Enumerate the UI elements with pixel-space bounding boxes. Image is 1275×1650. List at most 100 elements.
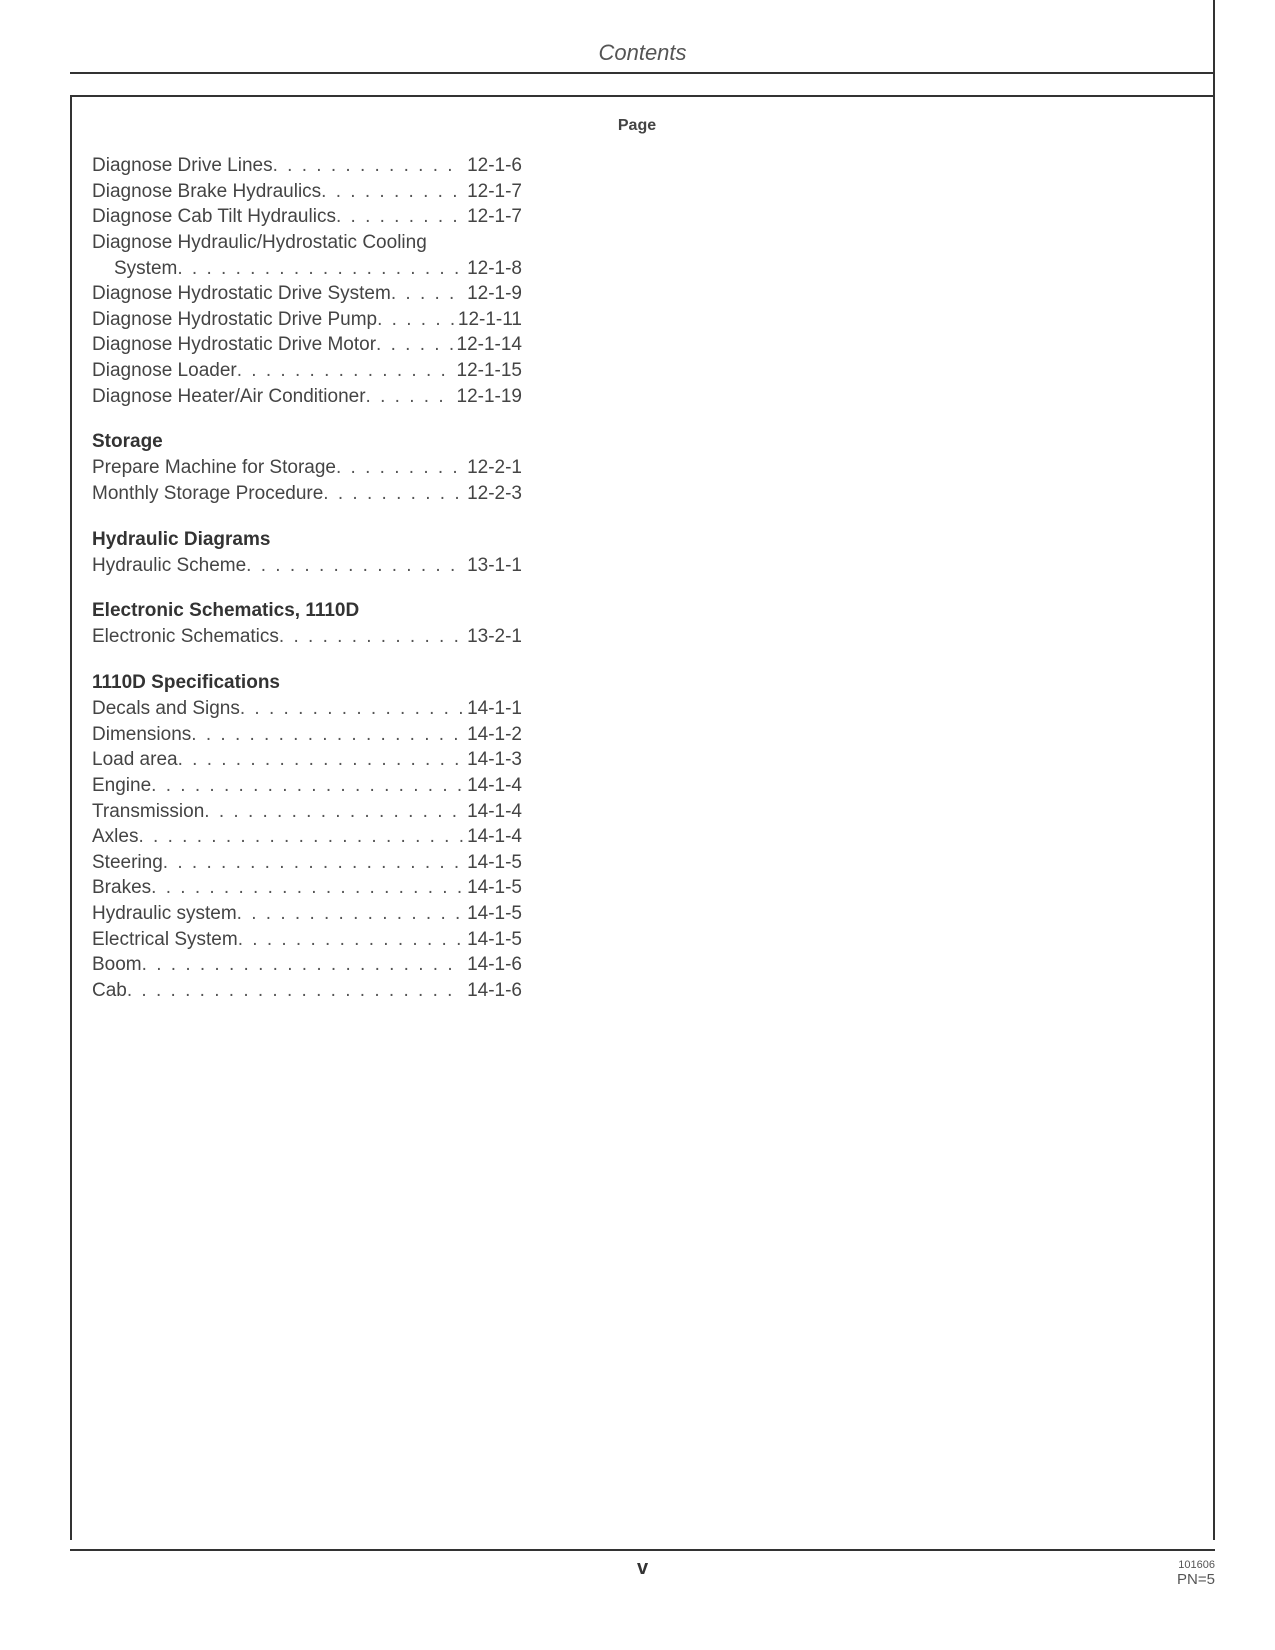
toc-entry-page: 12-2-3	[463, 481, 522, 507]
toc-entry: Diagnose Loader12-1-15	[92, 358, 522, 384]
toc-entry-title: Hydraulic Scheme	[92, 553, 246, 579]
toc-entry-page: 14-1-4	[463, 824, 522, 850]
toc-entry: Prepare Machine for Storage12-2-1	[92, 455, 522, 481]
toc-entry-title: System	[114, 256, 177, 282]
toc-leader-dots	[177, 256, 463, 282]
toc-entry: Transmission 14-1-4	[92, 799, 522, 825]
toc-entry: Electrical System14-1-5	[92, 927, 522, 953]
toc-entry-title: Dimensions	[92, 722, 191, 748]
toc-entry-title: Axles	[92, 824, 138, 850]
toc-leader-dots	[240, 696, 463, 722]
toc-entry-title: Diagnose Heater/Air Conditioner	[92, 384, 366, 410]
footer-roman-numeral: v	[70, 1557, 1215, 1580]
toc-entry-title: Diagnose Brake Hydraulics	[92, 179, 321, 205]
column-header-page: Page	[427, 117, 847, 135]
toc-entry: Boom 14-1-6	[92, 952, 522, 978]
toc-entry-page: 12-1-14	[453, 332, 523, 358]
toc-entry: Monthly Storage Procedure 12-2-3	[92, 481, 522, 507]
toc-leader-dots	[237, 358, 453, 384]
toc-leader-dots	[336, 204, 463, 230]
section-heading: Storage	[92, 431, 522, 453]
toc-leader-dots	[191, 722, 463, 748]
toc-entry-page: 12-1-19	[453, 384, 523, 410]
toc-entry: Engine14-1-4	[92, 773, 522, 799]
toc-entry: Cab14-1-6	[92, 978, 522, 1004]
content-frame: Page Diagnose Drive Lines12-1-6Diagnose …	[70, 95, 1215, 1540]
toc-entry: Diagnose Hydrostatic Drive Pump 12-1-11	[92, 307, 522, 333]
toc-leader-dots	[204, 799, 463, 825]
toc-leader-dots	[246, 553, 463, 579]
toc-leader-dots	[336, 455, 463, 481]
toc-entry-title: Decals and Signs	[92, 696, 240, 722]
toc-leader-dots	[391, 281, 463, 307]
toc-entry-title: Boom	[92, 952, 142, 978]
toc-leader-dots	[377, 307, 454, 333]
toc-entry-title: Transmission	[92, 799, 204, 825]
toc-leader-dots	[151, 773, 463, 799]
toc-entry-title: Monthly Storage Procedure	[92, 481, 323, 507]
toc-entry: Diagnose Cab Tilt Hydraulics 12-1-7	[92, 204, 522, 230]
toc-entry-title: Engine	[92, 773, 151, 799]
toc-leader-dots	[178, 747, 464, 773]
toc-entry: Axles 14-1-4	[92, 824, 522, 850]
page-footer: v 101606 PN=5	[70, 1549, 1215, 1580]
toc-entry-title: Diagnose Drive Lines	[92, 153, 273, 179]
toc-entry-title: Diagnose Loader	[92, 358, 237, 384]
toc-leader-dots	[127, 978, 463, 1004]
toc-entry-page: 12-1-9	[463, 281, 522, 307]
toc-entry: Brakes 14-1-5	[92, 875, 522, 901]
toc-entry-page: 12-1-11	[454, 307, 522, 333]
toc-leader-dots	[376, 332, 452, 358]
toc-entry-page: 12-1-7	[463, 204, 522, 230]
toc-entry-title: Load area	[92, 747, 178, 773]
toc-entry-title: Steering	[92, 850, 163, 876]
header-title: Contents	[598, 40, 686, 65]
toc-leader-dots	[366, 384, 453, 410]
toc-leader-dots	[273, 153, 463, 179]
toc-entry: Load area14-1-3	[92, 747, 522, 773]
toc-entry: Steering 14-1-5	[92, 850, 522, 876]
toc-entry-page: 14-1-2	[463, 722, 522, 748]
footer-page-number: PN=5	[1177, 1571, 1215, 1588]
toc-leader-dots	[321, 179, 463, 205]
toc-entry-page: 14-1-4	[463, 799, 522, 825]
toc-leader-dots	[237, 901, 463, 927]
toc-entry-title: Hydraulic system	[92, 901, 237, 927]
toc-entry: Diagnose Heater/Air Conditioner 12-1-19	[92, 384, 522, 410]
toc-leader-dots	[163, 850, 463, 876]
section-heading: Hydraulic Diagrams	[92, 529, 522, 551]
toc-entry: Diagnose Brake Hydraulics 12-1-7	[92, 179, 522, 205]
toc-entry-page: 12-1-6	[463, 153, 522, 179]
toc-entry-page: 14-1-6	[463, 952, 522, 978]
section-heading: Electronic Schematics, 1110D	[92, 600, 522, 622]
toc-entry-line1: Diagnose Hydraulic/Hydrostatic Cooling	[92, 230, 522, 256]
footer-right-block: 101606 PN=5	[1177, 1559, 1215, 1588]
toc-entry-page: 14-1-5	[463, 850, 522, 876]
toc-entry-page: 14-1-5	[463, 927, 522, 953]
toc-entry: Decals and Signs14-1-1	[92, 696, 522, 722]
toc-leader-dots	[151, 875, 463, 901]
toc-entry: Diagnose Drive Lines 12-1-6	[92, 153, 522, 179]
toc-column: Diagnose Drive Lines12-1-6Diagnose Brake…	[92, 153, 522, 1004]
toc-leader-dots	[238, 927, 463, 953]
toc-leader-dots	[142, 952, 463, 978]
toc-entry-page: 12-1-8	[463, 256, 522, 282]
toc-leader-dots	[138, 824, 463, 850]
toc-entry-page: 14-1-5	[463, 875, 522, 901]
toc-entry: Hydraulic system14-1-5	[92, 901, 522, 927]
toc-entry: Dimensions 14-1-2	[92, 722, 522, 748]
toc-leader-dots	[279, 624, 463, 650]
toc-entry-title: Diagnose Hydrostatic Drive Pump	[92, 307, 377, 333]
toc-entry: Hydraulic Scheme13-1-1	[92, 553, 522, 579]
toc-entry-page: 14-1-6	[463, 978, 522, 1004]
toc-entry: System 12-1-8	[92, 256, 522, 282]
toc-entry: Diagnose Hydrostatic Drive System12-1-9	[92, 281, 522, 307]
toc-leader-dots	[323, 481, 463, 507]
toc-entry-title: Electronic Schematics	[92, 624, 279, 650]
footer-code: 101606	[1177, 1559, 1215, 1571]
toc-entry-title: Diagnose Cab Tilt Hydraulics	[92, 204, 336, 230]
toc-entry-title: Brakes	[92, 875, 151, 901]
toc-entry: Electronic Schematics13-2-1	[92, 624, 522, 650]
page-header: Contents	[70, 40, 1215, 74]
toc-entry-page: 12-1-7	[463, 179, 522, 205]
